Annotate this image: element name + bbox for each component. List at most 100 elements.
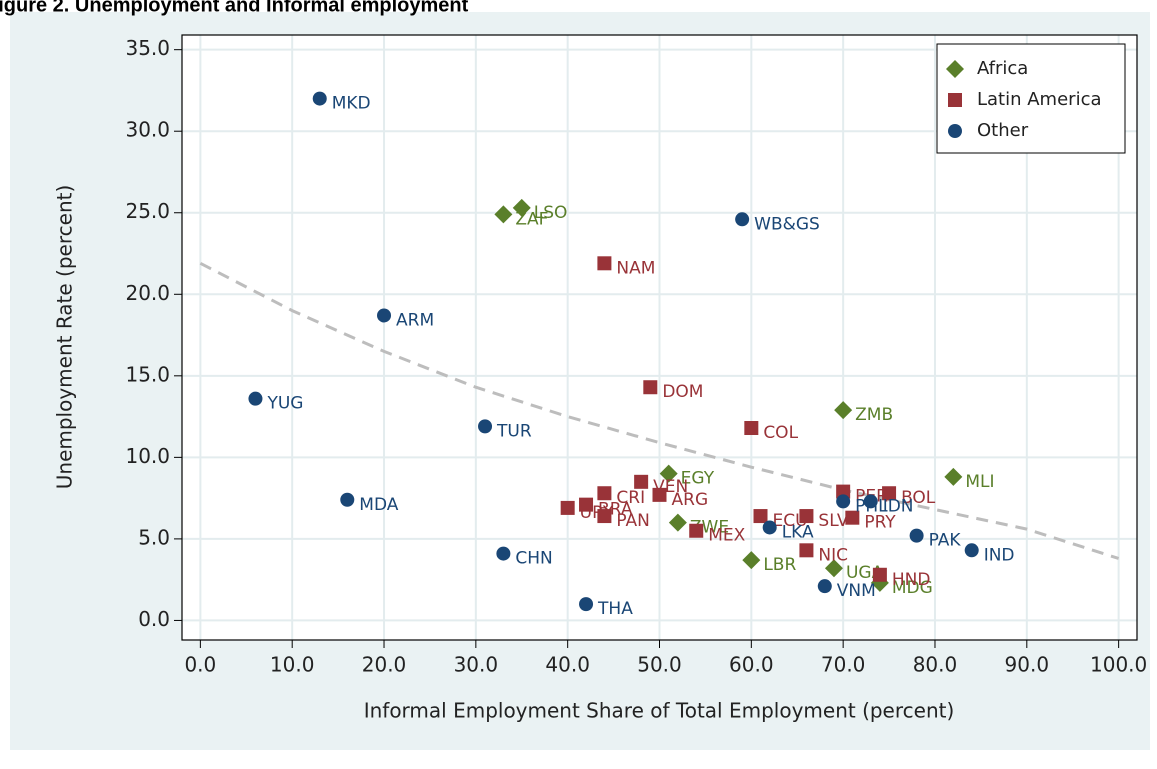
point (744, 421, 759, 436)
point (668, 513, 687, 532)
point-label: MEX (708, 526, 745, 546)
x-tick-label: 10.0 (270, 653, 315, 677)
x-tick-label: 50.0 (637, 653, 682, 677)
point-label: NIC (818, 545, 848, 565)
point (512, 198, 531, 217)
point (836, 494, 851, 509)
point (964, 543, 979, 558)
point-label: EGY (681, 469, 715, 489)
y-tick-label: 20.0 (125, 281, 170, 305)
point-label: ARM (396, 310, 434, 330)
point (312, 91, 327, 106)
point (377, 308, 392, 323)
point (836, 484, 851, 499)
point (597, 509, 612, 524)
legend-label: Latin America (977, 89, 1102, 110)
x-tick-label: 80.0 (913, 653, 958, 677)
point (689, 523, 704, 538)
point-label: ZMB (855, 405, 893, 425)
point (742, 551, 761, 570)
point-label: LSO (534, 203, 568, 223)
plot-frame (181, 34, 1138, 641)
point (560, 500, 575, 515)
legend-label: Other (977, 120, 1029, 141)
legend-marker (948, 124, 962, 138)
point-label: HND (892, 570, 931, 590)
point (845, 510, 860, 525)
legend-box (936, 43, 1126, 154)
x-tick-label: 100.0 (1090, 653, 1147, 677)
x-tick-label: 20.0 (362, 653, 407, 677)
point-label: IND (984, 545, 1015, 565)
point-label: IDN (883, 496, 914, 516)
point (494, 205, 513, 224)
legend-marker (946, 60, 964, 78)
point (634, 474, 649, 489)
y-tick-label: 0.0 (138, 607, 170, 631)
point-label: BOL (901, 488, 936, 508)
point-label: PRY (864, 513, 896, 533)
point (340, 492, 355, 507)
point (799, 543, 814, 558)
point-label: MKD (332, 94, 371, 114)
legend-marker (948, 93, 962, 107)
y-tick-label: 10.0 (125, 444, 170, 468)
x-tick-label: 30.0 (454, 653, 499, 677)
point-label: CHN (515, 549, 552, 569)
point-label: PAK (929, 531, 962, 551)
y-tick-label: 25.0 (125, 199, 170, 223)
point (597, 256, 612, 271)
point-label: LBR (763, 555, 796, 575)
point-label: SLV (818, 511, 848, 531)
point (597, 486, 612, 501)
legend-label: Africa (977, 58, 1028, 79)
point (496, 546, 511, 561)
point (579, 497, 594, 512)
point (863, 494, 878, 509)
point (872, 567, 887, 582)
point-label: LKA (782, 522, 814, 542)
point (824, 559, 843, 578)
point (248, 391, 263, 406)
point-label: PAN (616, 511, 650, 531)
point-label: NAM (616, 258, 655, 278)
point-label: MDA (359, 495, 398, 515)
x-tick-label: 0.0 (184, 653, 216, 677)
point (762, 520, 777, 535)
point-label: CRI (616, 488, 645, 508)
point-label: MLI (965, 472, 994, 492)
chart-title: Figure 2. Unemployment and Informal empl… (0, 0, 469, 16)
point (478, 419, 493, 434)
x-tick-label: 90.0 (1005, 653, 1050, 677)
point (659, 464, 678, 483)
point-label: ECU (773, 511, 808, 531)
point-label: MDG (892, 578, 933, 598)
fit-line (199, 261, 1120, 560)
point (735, 212, 750, 227)
point-label: COL (763, 423, 798, 443)
point (944, 467, 963, 486)
point (799, 509, 814, 524)
y-tick-label: 5.0 (138, 525, 170, 549)
point (909, 528, 924, 543)
point-label: YUG (266, 394, 303, 414)
x-tick-label: 70.0 (821, 653, 866, 677)
point (753, 509, 768, 524)
point (652, 487, 667, 502)
x-axis-label: Informal Employment Share of Total Emplo… (364, 699, 955, 723)
point (882, 486, 897, 501)
point (834, 401, 853, 420)
point (579, 597, 594, 612)
point-label: WB&GS (754, 214, 820, 234)
x-tick-label: 40.0 (545, 653, 590, 677)
point-label: THA (597, 599, 633, 619)
point-label: DOM (662, 382, 703, 402)
point-label: VNM (837, 581, 876, 601)
y-tick-label: 35.0 (125, 36, 170, 60)
point-label: TUR (496, 421, 532, 441)
y-tick-label: 30.0 (125, 118, 170, 142)
x-tick-label: 60.0 (729, 653, 774, 677)
point-label: ARG (672, 490, 709, 510)
point (817, 579, 832, 594)
